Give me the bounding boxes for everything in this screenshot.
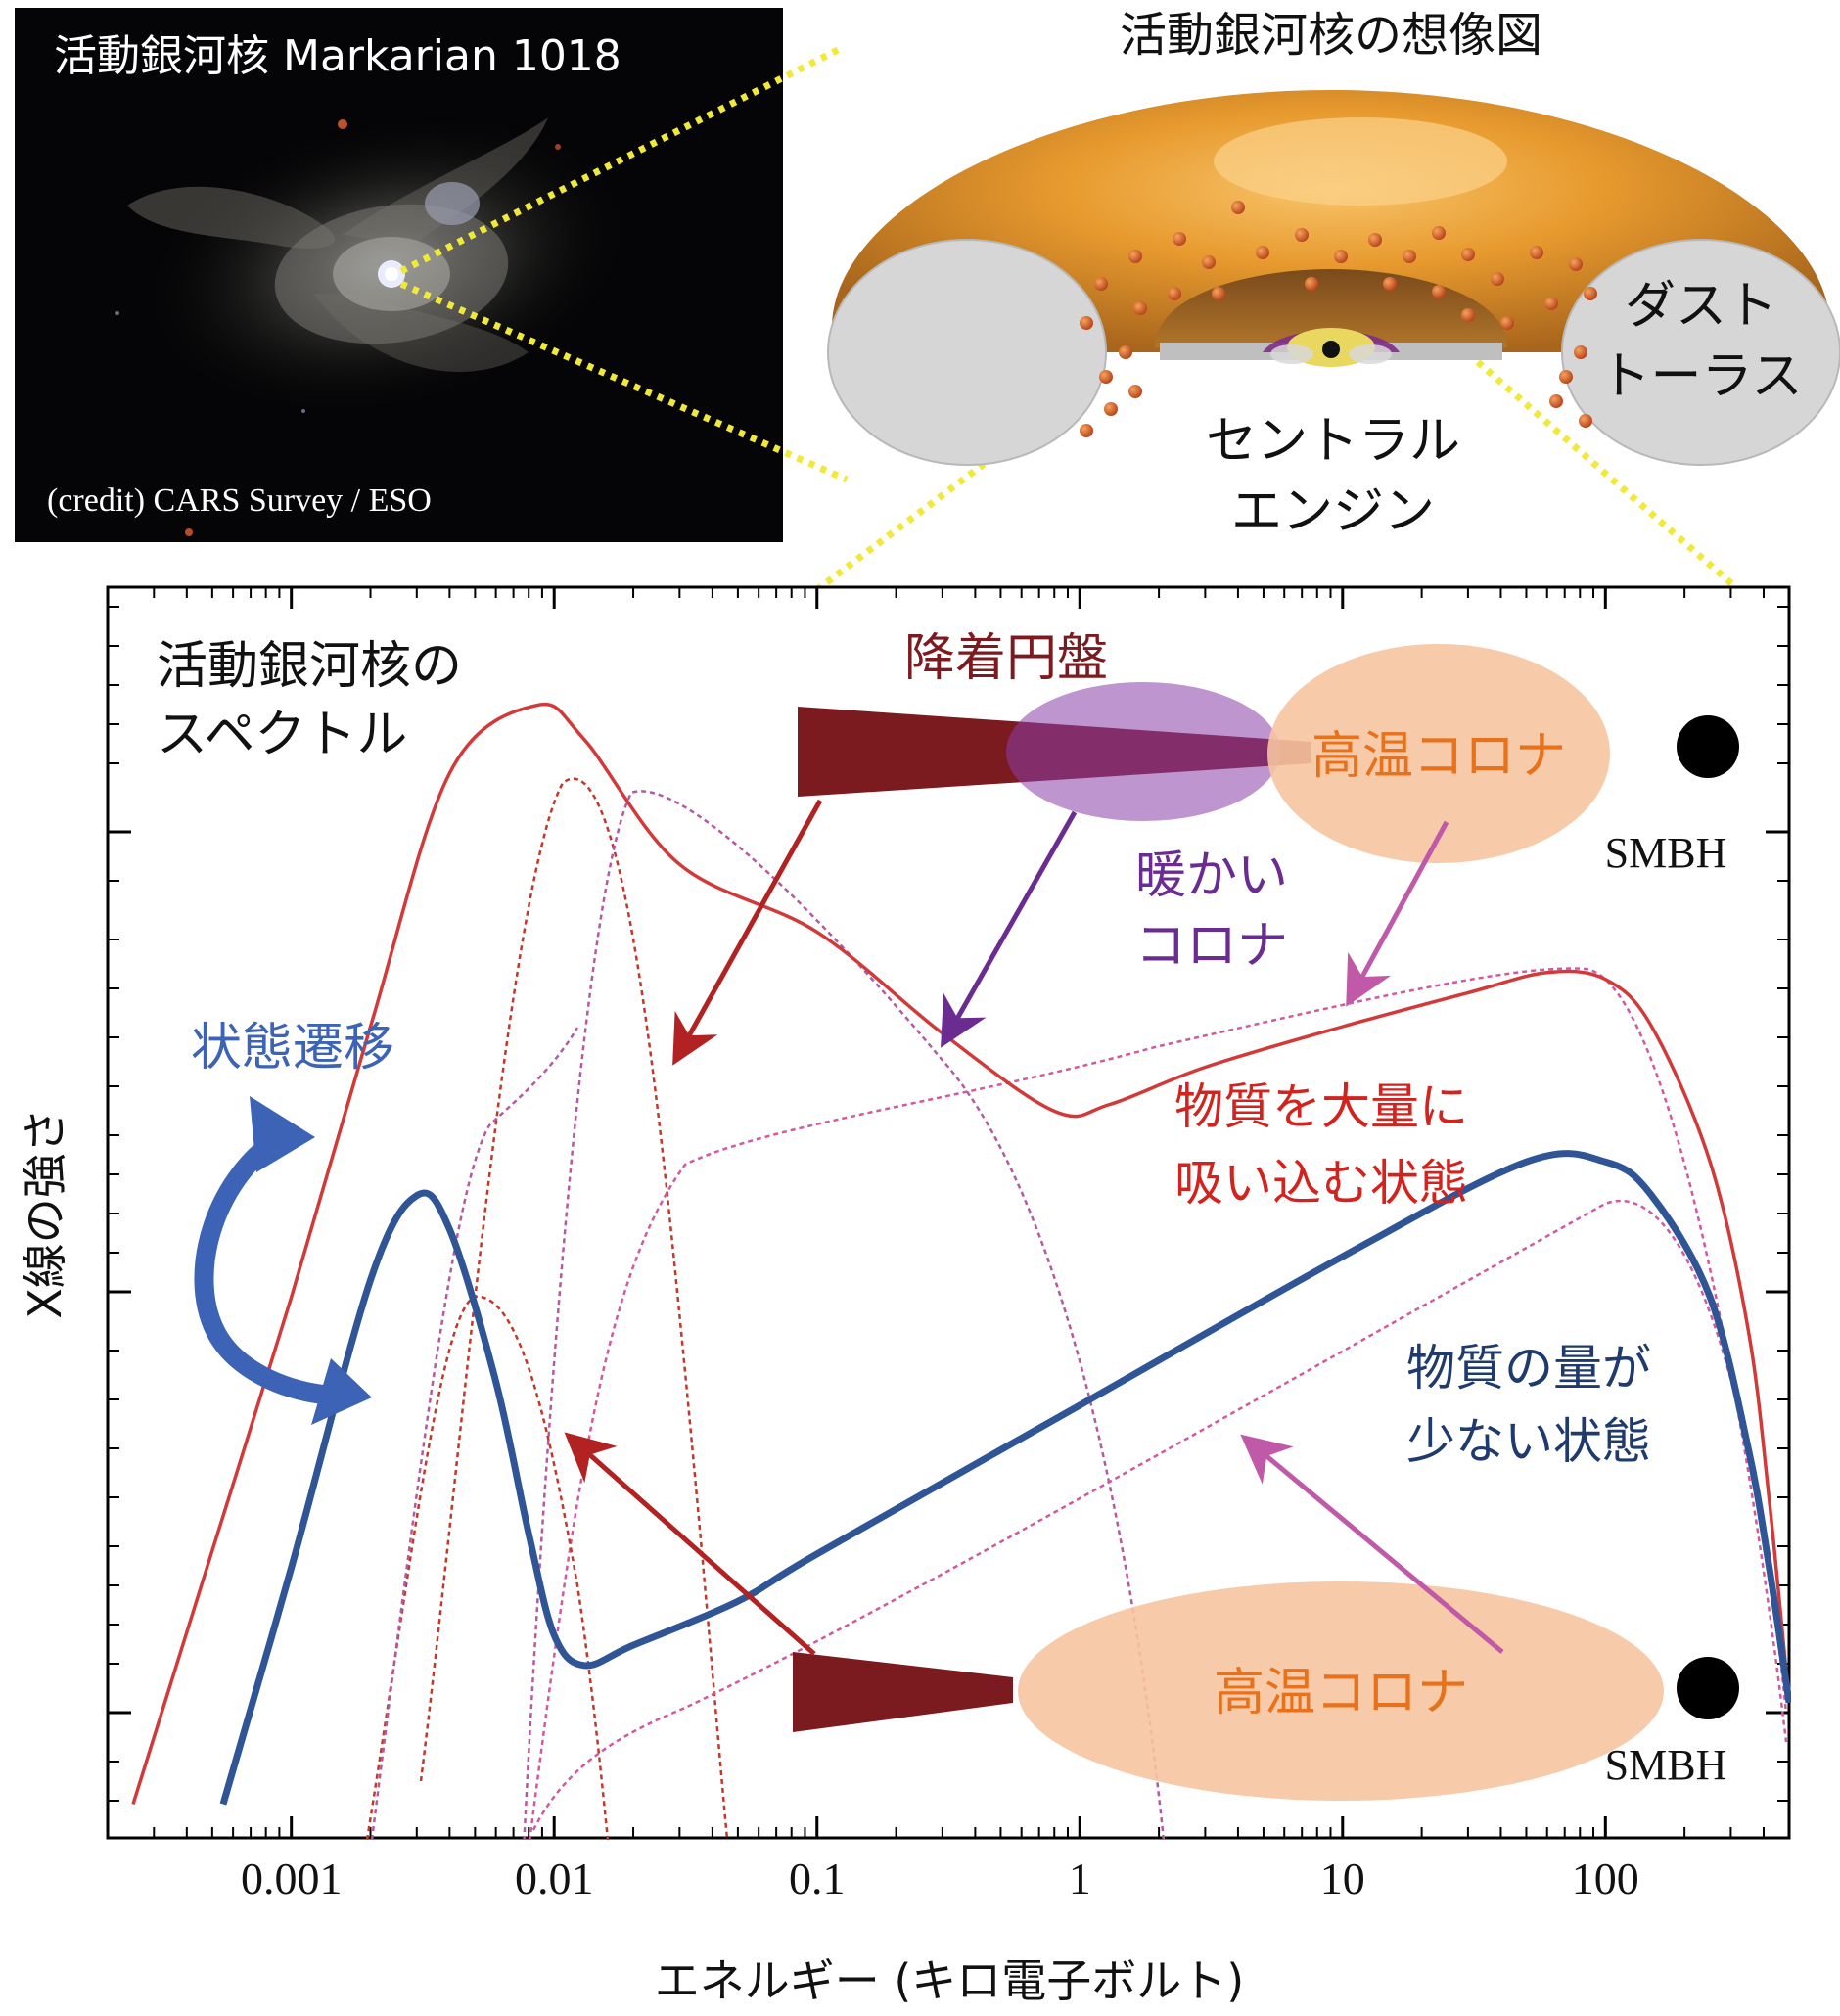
smbh-dot-low: [1677, 1657, 1739, 1719]
torus-cross-section-left: [827, 239, 1107, 466]
low-state-label-line2: 少ない状態: [1406, 1413, 1651, 1470]
spectrum-high-state: [131, 702, 1791, 1806]
central-engine-label-line2: エンジン: [1231, 482, 1435, 541]
schematic-low-state: 高温コロナ SMBH: [793, 1581, 1739, 1801]
transition-label: 状態遷移: [191, 1019, 394, 1077]
galaxy-photo-panel: 活動銀河核 Markarian 1018 (credit) CARS Surve…: [15, 8, 783, 542]
x-tick-labels: 0.001 0.01 0.1 1 10 100: [241, 1854, 1639, 1903]
axis-ticks: [107, 587, 1790, 1838]
arrow-hot-corona-high: [1346, 820, 1449, 1007]
smbh-label-low: SMBH: [1605, 1741, 1727, 1789]
x-tick-label: 10: [1320, 1854, 1365, 1903]
torus-inner-wall: [1155, 269, 1507, 347]
warm-corona-label-line1: 暖かい: [1135, 847, 1288, 905]
smbh-dot: [1677, 715, 1739, 778]
arrow-disk-high: [672, 799, 823, 1066]
x-tick-label: 100: [1572, 1854, 1639, 1903]
connector-line: [399, 45, 842, 275]
dust-torus-label-line1: ダスト: [1625, 277, 1777, 336]
hot-corona-label: 高温コロナ: [1311, 727, 1566, 786]
disk-label: 降着円盤: [904, 629, 1108, 688]
y-axis-label: X線の強さ: [19, 1108, 71, 1319]
x-tick-label: 0.1: [789, 1854, 846, 1903]
chart-title-line1: 活動銀河核の: [157, 637, 462, 696]
warm-corona-ellipse: [1006, 682, 1280, 821]
dust-torus-label-line2: トーラス: [1600, 347, 1803, 406]
partial-component: [370, 1027, 579, 1840]
disk-component-low: [365, 1295, 610, 1840]
high-state-label-line1: 物質を大量に: [1174, 1078, 1468, 1135]
connector-line: [399, 280, 849, 483]
transition-arrowhead-down: [311, 1358, 372, 1425]
agn-illustration: 活動銀河核の想像図: [827, 8, 1840, 541]
hot-corona-label-low: 高温コロナ: [1214, 1664, 1468, 1722]
warm-corona-label-line2: コロナ: [1135, 917, 1288, 976]
central-engine-label-line1: セントラル: [1206, 412, 1460, 471]
x-axis-label: エネルギー (キロ電子ボルト): [655, 1954, 1245, 2007]
photo-title: 活動銀河核 Markarian 1018: [54, 31, 621, 81]
illustration-title: 活動銀河核の想像図: [1120, 8, 1542, 63]
arrow-warm-corona: [941, 810, 1078, 1048]
x-tick-label: 1: [1069, 1854, 1091, 1903]
low-state-label-line1: 物質の量が: [1406, 1340, 1651, 1397]
photo-credit: (credit) CARS Survey / ESO: [47, 482, 432, 519]
black-hole-dot: [1322, 341, 1340, 358]
hot-corona-component-high: [529, 967, 1788, 1840]
transition-double-arrow: [194, 1096, 372, 1425]
accretion-disk-shape-low: [793, 1652, 1013, 1732]
schematic-high-state: 降着円盤 高温コロナ 暖かい コロナ SMBH: [798, 629, 1739, 976]
x-tick-label: 0.001: [241, 1854, 343, 1903]
smbh-label: SMBH: [1605, 829, 1727, 877]
hot-corona-ellipse-low: [1018, 1581, 1664, 1801]
torus-cross-section-right: [1561, 239, 1840, 466]
transition-arrowhead-up: [250, 1096, 315, 1172]
high-state-label-line2: 吸い込む状態: [1174, 1155, 1468, 1212]
chart-title-line2: スペクトル: [157, 706, 407, 764]
spectrum-low-state: [219, 1150, 1791, 1806]
connector-line: [1475, 359, 1789, 634]
hot-corona-component-low: [531, 1199, 1788, 1831]
dust-clouds: [1080, 201, 1597, 437]
arrow-hot-corona-low: [1240, 1434, 1504, 1654]
spectrum-chart: 0.001 0.01 0.1 1 10 100 エネルギー (キロ電子ボルト) X線の強さ…: [19, 585, 1791, 2007]
hot-corona-ellipse: [1267, 644, 1610, 863]
warm-corona-component-high: [523, 790, 1166, 1840]
galaxy-image: [115, 111, 638, 536]
x-tick-label: 0.01: [515, 1854, 594, 1903]
arrow-disk-low: [564, 1432, 816, 1656]
